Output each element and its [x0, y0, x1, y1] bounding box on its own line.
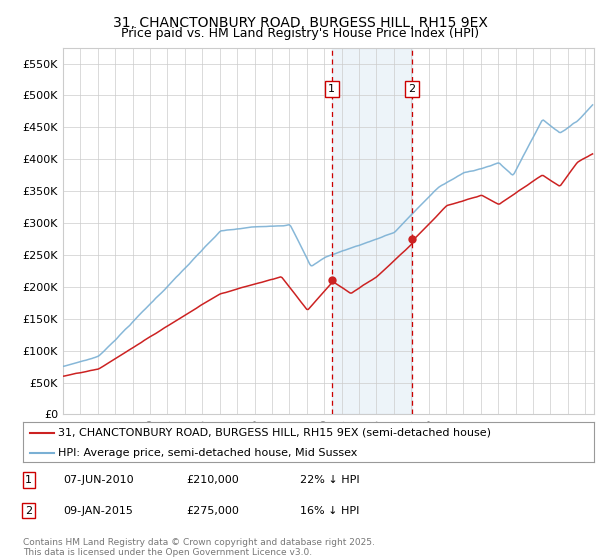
Text: 09-JAN-2015: 09-JAN-2015 — [63, 506, 133, 516]
Text: 31, CHANCTONBURY ROAD, BURGESS HILL, RH15 9EX: 31, CHANCTONBURY ROAD, BURGESS HILL, RH1… — [113, 16, 487, 30]
Text: £210,000: £210,000 — [186, 475, 239, 485]
Bar — [332, 48, 412, 414]
Text: 2: 2 — [408, 84, 415, 94]
Text: 07-JUN-2010: 07-JUN-2010 — [63, 475, 134, 485]
Text: 1: 1 — [328, 84, 335, 94]
Text: 31, CHANCTONBURY ROAD, BURGESS HILL, RH15 9EX (semi-detached house): 31, CHANCTONBURY ROAD, BURGESS HILL, RH1… — [58, 428, 491, 437]
Text: 16% ↓ HPI: 16% ↓ HPI — [300, 506, 359, 516]
Text: £275,000: £275,000 — [186, 506, 239, 516]
Text: 2: 2 — [25, 506, 32, 516]
Text: Price paid vs. HM Land Registry's House Price Index (HPI): Price paid vs. HM Land Registry's House … — [121, 27, 479, 40]
Text: 1: 1 — [25, 475, 32, 485]
Text: Contains HM Land Registry data © Crown copyright and database right 2025.
This d: Contains HM Land Registry data © Crown c… — [23, 538, 374, 557]
Text: HPI: Average price, semi-detached house, Mid Sussex: HPI: Average price, semi-detached house,… — [58, 448, 358, 458]
Text: 22% ↓ HPI: 22% ↓ HPI — [300, 475, 359, 485]
